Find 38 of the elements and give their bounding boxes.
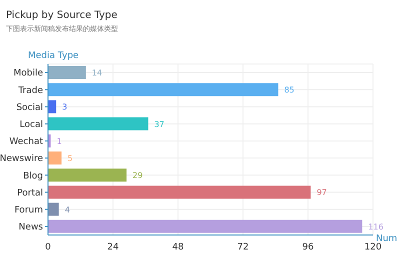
- bar: [48, 100, 56, 114]
- y-tick-label: Wechat: [9, 137, 44, 148]
- y-tick-label: Social: [16, 102, 43, 113]
- x-tick-label: 24: [107, 242, 119, 252]
- y-tick-label: Trade: [17, 86, 44, 96]
- x-tick-label: 120: [364, 242, 382, 252]
- y-tick-label: Portal: [17, 188, 43, 198]
- bar: [48, 66, 86, 79]
- y-tick-label: Forum: [14, 206, 43, 216]
- bar: [48, 186, 311, 199]
- data-label: 29: [132, 171, 143, 180]
- y-tick-label: Mobile: [13, 68, 44, 79]
- bar: [48, 117, 148, 130]
- x-tick-label: 96: [302, 242, 314, 252]
- x-tick-label: 0: [45, 242, 52, 252]
- data-label: 3: [62, 102, 68, 112]
- data-label: 14: [92, 68, 102, 78]
- y-axis-title: Media Type: [28, 51, 79, 61]
- y-tick-label: Local: [20, 120, 43, 130]
- data-label: 116: [368, 222, 384, 232]
- data-label: 97: [316, 188, 327, 198]
- bar: [48, 220, 362, 233]
- data-label: 85: [284, 86, 294, 95]
- y-tick-label: Newswire: [0, 154, 44, 164]
- bar: [48, 168, 127, 182]
- bar: [48, 152, 62, 164]
- x-axis-title: Num: [376, 234, 398, 244]
- bar: [48, 83, 278, 96]
- bar: [48, 202, 59, 216]
- x-tick-label: 72: [237, 242, 249, 252]
- chart-title: Pickup by Source Type: [6, 10, 118, 21]
- data-label: 1: [56, 136, 62, 146]
- data-label: 4: [64, 205, 70, 214]
- data-label: 37: [154, 120, 164, 129]
- x-tick-label: 48: [172, 242, 184, 252]
- data-label: 5: [68, 154, 73, 163]
- y-tick-label: News: [18, 222, 44, 233]
- y-tick-label: Blog: [23, 171, 43, 182]
